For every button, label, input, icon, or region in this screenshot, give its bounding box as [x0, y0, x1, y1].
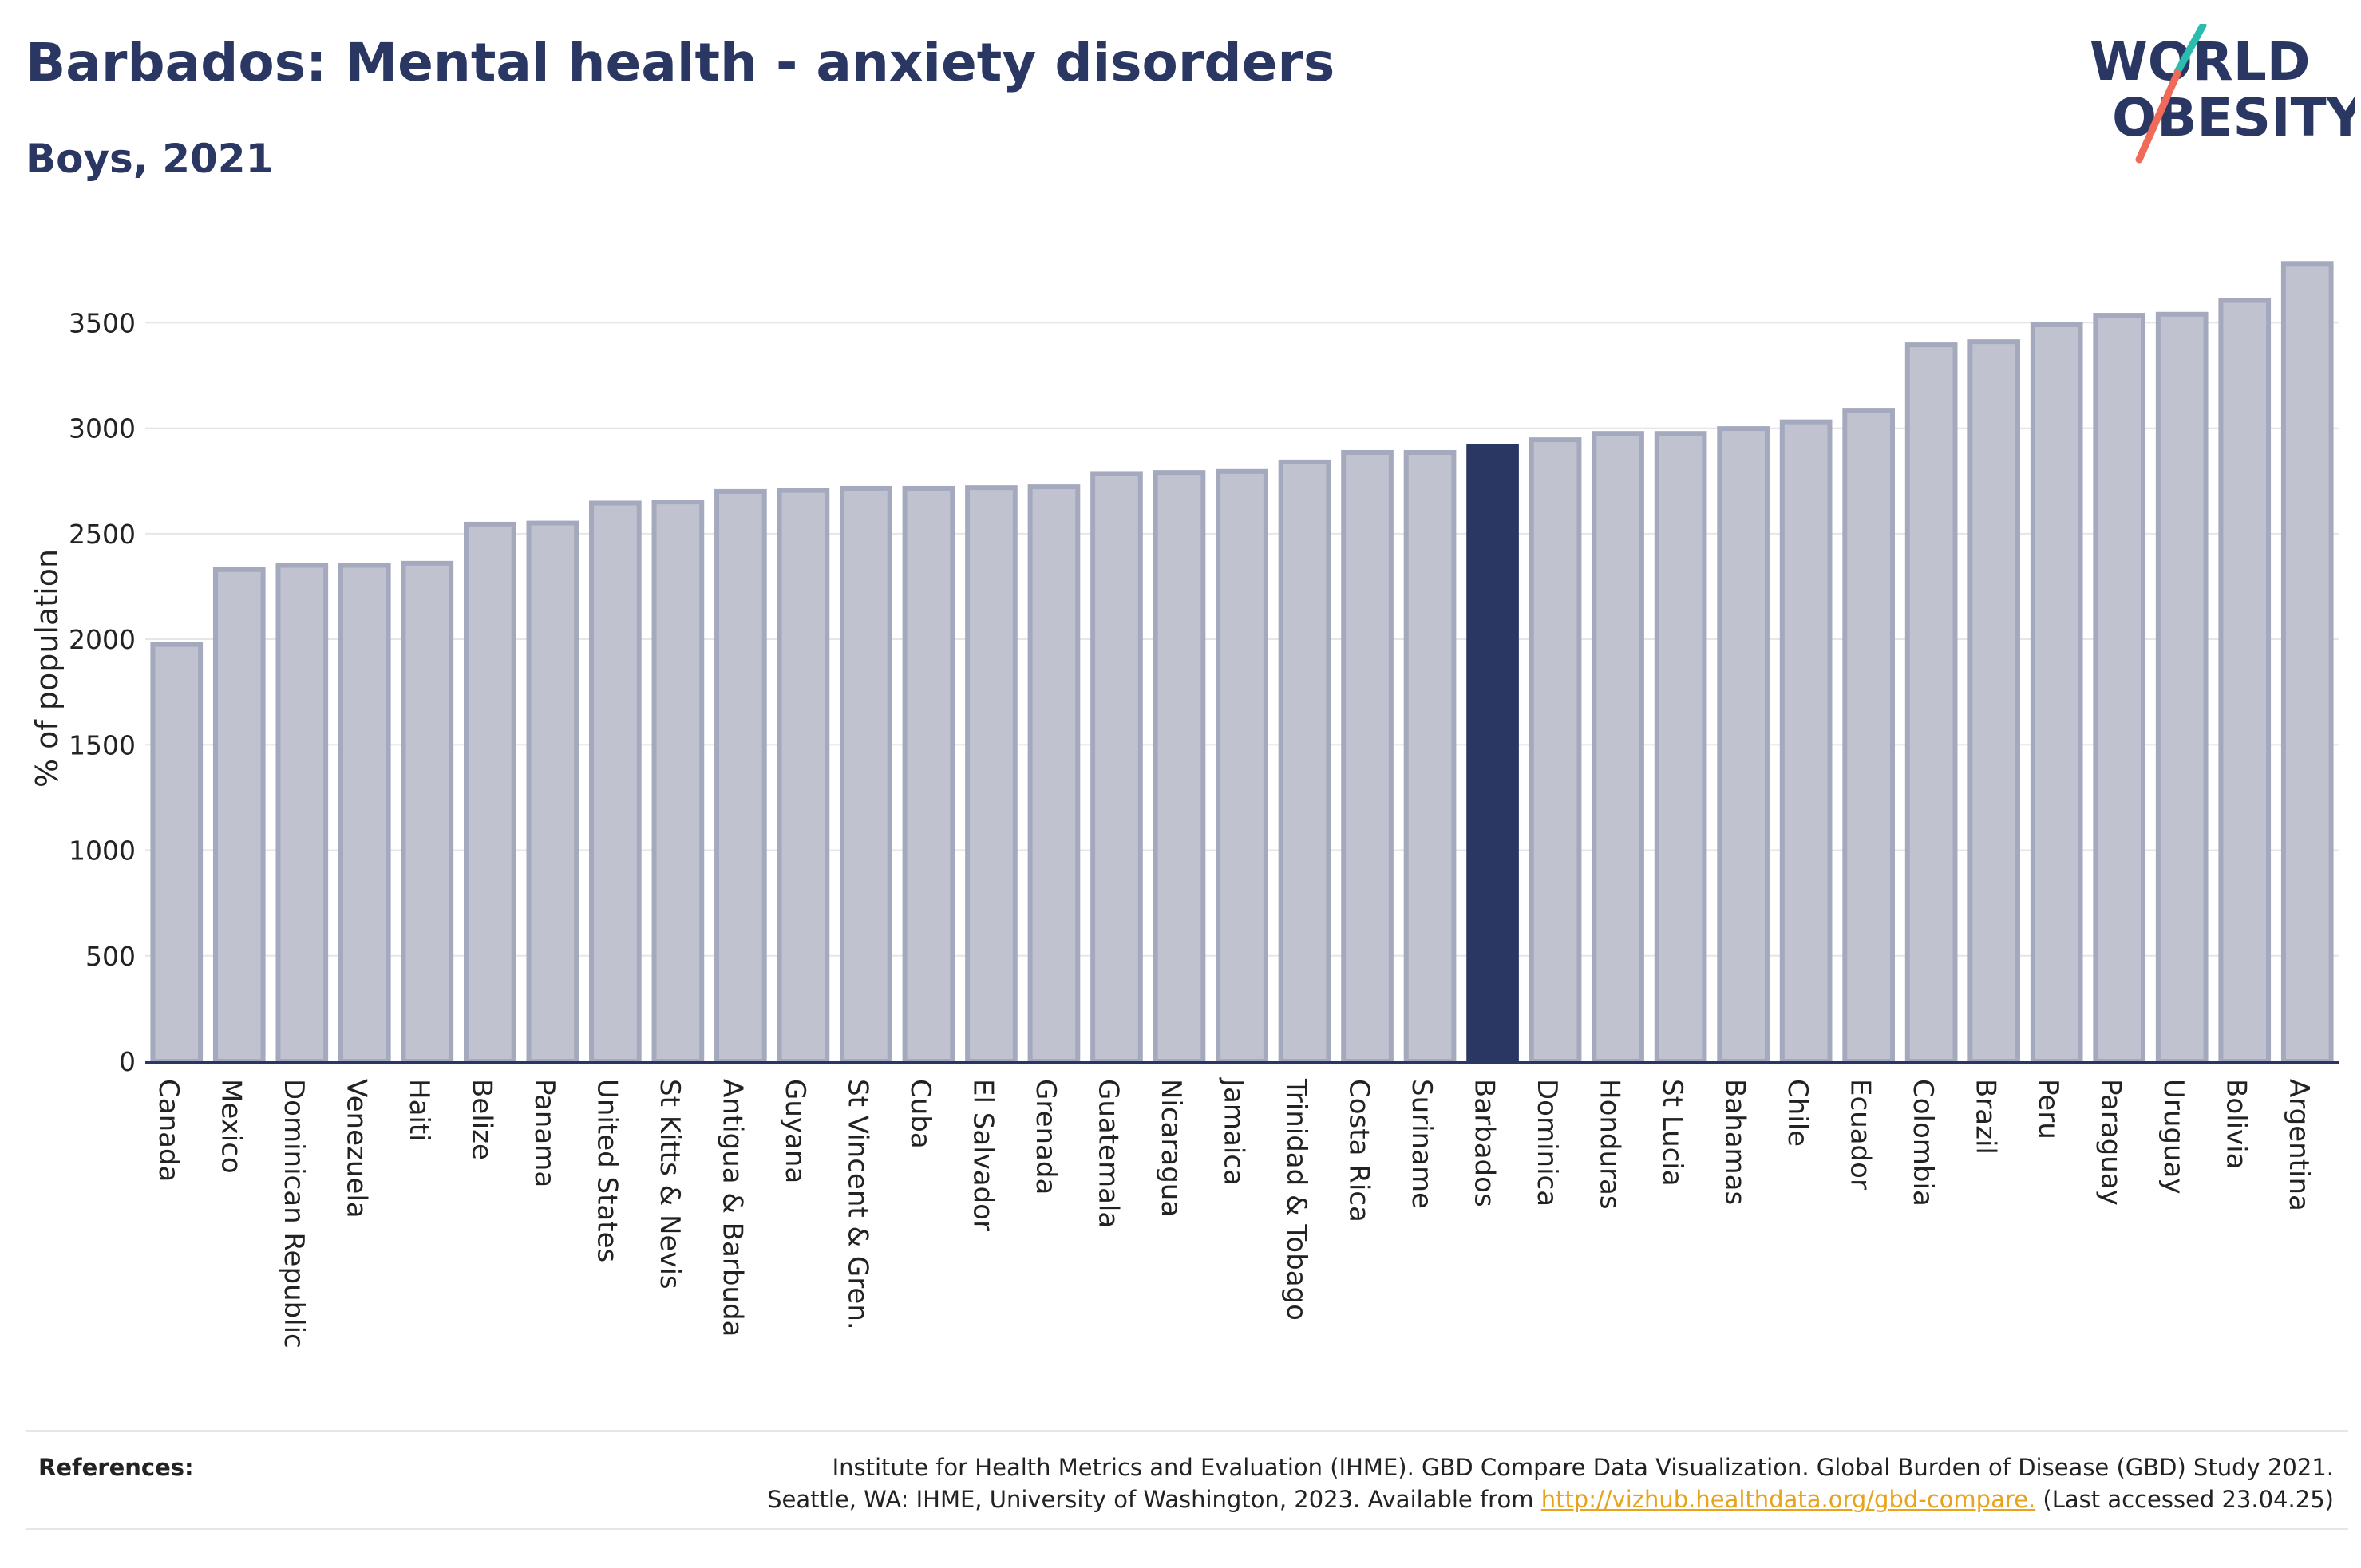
bar-grenada	[1027, 484, 1081, 1064]
x-tick-label: Peru	[2032, 1079, 2064, 1139]
bar-united-states	[589, 500, 642, 1064]
x-tick-label: Paraguay	[2095, 1079, 2127, 1206]
bar-barbados	[1466, 444, 1519, 1064]
bar-chart: 0 500 1000 1500 2000 2500 3000 3500 Canada Mexic…	[30, 261, 2339, 1349]
bar-ecuador	[1842, 408, 1895, 1064]
bar-argentina	[2280, 261, 2334, 1064]
references-label: References:	[38, 1454, 194, 1481]
y-tick-label: 2000	[69, 624, 136, 655]
bar-belize	[463, 521, 516, 1064]
y-tick-label: 3500	[69, 307, 136, 338]
bar-venezuela	[338, 563, 391, 1064]
x-tick-label: Antigua & Barbuda	[716, 1079, 748, 1337]
bar-haiti	[401, 560, 454, 1064]
x-tick-label: Grenada	[1030, 1079, 1062, 1195]
x-tick-label: Cuba	[904, 1079, 936, 1149]
reference-line-2-suffix: (Last accessed 23.04.25)	[2035, 1486, 2334, 1513]
x-tick-label: Argentina	[2283, 1079, 2315, 1211]
bar-trinidad-tobago	[1278, 459, 1331, 1064]
bar-colombia	[1904, 342, 1958, 1064]
bar-suriname	[1403, 449, 1457, 1064]
logo-slash-teal	[2173, 24, 2207, 76]
logo-slash-coral	[2135, 69, 2181, 164]
x-tick-label: Honduras	[1594, 1079, 1626, 1210]
bar-st-kitts-nevis	[651, 500, 705, 1064]
y-tick-label: 3000	[69, 413, 136, 444]
bar-costa-rica	[1341, 449, 1394, 1064]
x-tick-label: Barbados	[1469, 1079, 1501, 1207]
logo-word-world: WORLD	[2090, 31, 2311, 93]
x-tick-label: Trinidad & Tobago	[1280, 1078, 1312, 1321]
x-tick-label: Bolivia	[2221, 1079, 2252, 1169]
bar-uruguay	[2155, 311, 2209, 1064]
bar-el-salvador	[965, 485, 1018, 1064]
bar-nicaragua	[1153, 470, 1206, 1064]
bar-st-vincent-gren	[840, 485, 892, 1064]
reference-line-1: Institute for Health Metrics and Evaluat…	[832, 1454, 2334, 1481]
x-tick-label: Haiti	[403, 1079, 435, 1142]
bar-panama	[526, 520, 579, 1064]
bar-mexico	[212, 567, 266, 1064]
x-tick-label: United States	[591, 1079, 623, 1262]
reference-line-2-prefix: Seattle, WA: IHME, University of Washing…	[767, 1486, 1541, 1513]
bar-honduras	[1592, 431, 1644, 1064]
x-tick-label: Chile	[1782, 1079, 1813, 1147]
references-divider-top	[26, 1430, 2348, 1432]
x-tick-label: St Lucia	[1656, 1079, 1688, 1187]
chart-subtitle: Boys, 2021	[26, 136, 274, 182]
references-divider-bottom	[26, 1528, 2348, 1530]
bar-jamaica	[1216, 468, 1268, 1064]
x-tick-label: Canada	[152, 1079, 184, 1182]
bar-st-lucia	[1654, 431, 1707, 1064]
x-tick-label: Bahamas	[1719, 1079, 1751, 1205]
x-tick-label: Costa Rica	[1343, 1079, 1375, 1222]
bar-bahamas	[1717, 426, 1770, 1064]
reference-line-2: Seattle, WA: IHME, University of Washing…	[767, 1486, 2334, 1513]
x-tick-label: Jamaica	[1218, 1077, 1250, 1186]
x-tick-label: St Vincent & Gren.	[841, 1079, 873, 1330]
reference-link[interactable]: http://vizhub.healthdata.org/gbd-compare…	[1540, 1486, 2036, 1513]
x-tick-label: Panama	[528, 1079, 560, 1187]
bar-guatemala	[1090, 471, 1143, 1064]
x-tick-label: Venezuela	[340, 1079, 372, 1218]
x-tick-label: Guyana	[779, 1079, 811, 1183]
x-tick-label: Uruguay	[2157, 1079, 2189, 1195]
x-tick-label: Belize	[465, 1079, 497, 1160]
y-axis-label: % of population	[30, 549, 65, 788]
x-tick-label: Dominica	[1531, 1079, 1563, 1207]
bar-guyana	[777, 488, 830, 1064]
bar-chile	[1779, 419, 1833, 1064]
y-tick-label: 1000	[69, 835, 136, 867]
bar-dominica	[1529, 437, 1582, 1064]
bar-brazil	[1968, 339, 2021, 1064]
x-tick-label: Nicaragua	[1155, 1079, 1187, 1217]
y-tick-label: 0	[119, 1046, 136, 1077]
bar-dominican-republic	[275, 563, 329, 1064]
x-tick-label: St Kitts & Nevis	[654, 1079, 686, 1290]
bar-antigua-barbuda	[714, 488, 767, 1064]
y-tick-label: 2500	[69, 519, 136, 550]
bar-peru	[2030, 322, 2083, 1064]
x-tick-labels: Canada Mexico Dominican Republic Venezuela H…	[152, 1077, 2315, 1349]
bar-canada	[150, 642, 204, 1064]
x-tick-label: El Salvador	[967, 1079, 999, 1231]
x-tick-label: Colombia	[1907, 1079, 1939, 1207]
x-tick-label: Dominican Republic	[278, 1079, 310, 1349]
y-tick-labels: 0 500 1000 1500 2000 2500 3000 3500	[69, 307, 136, 1077]
x-tick-label: Guatemala	[1092, 1079, 1124, 1228]
y-tick-label: 1500	[69, 729, 136, 760]
x-tick-label: Brazil	[1970, 1079, 2002, 1155]
bar-cuba	[902, 485, 955, 1064]
chart-title: Barbados: Mental health - anxiety disord…	[26, 32, 1335, 93]
world-obesity-logo: WORLD OBESITY	[2090, 24, 2355, 164]
x-tick-label: Mexico	[215, 1079, 247, 1174]
x-tick-label: Ecuador	[1845, 1079, 1877, 1190]
x-tick-label: Suriname	[1406, 1079, 1438, 1209]
bar-paraguay	[2093, 313, 2146, 1064]
bars	[150, 261, 2334, 1064]
y-tick-label: 500	[85, 941, 136, 972]
bar-bolivia	[2218, 298, 2272, 1064]
